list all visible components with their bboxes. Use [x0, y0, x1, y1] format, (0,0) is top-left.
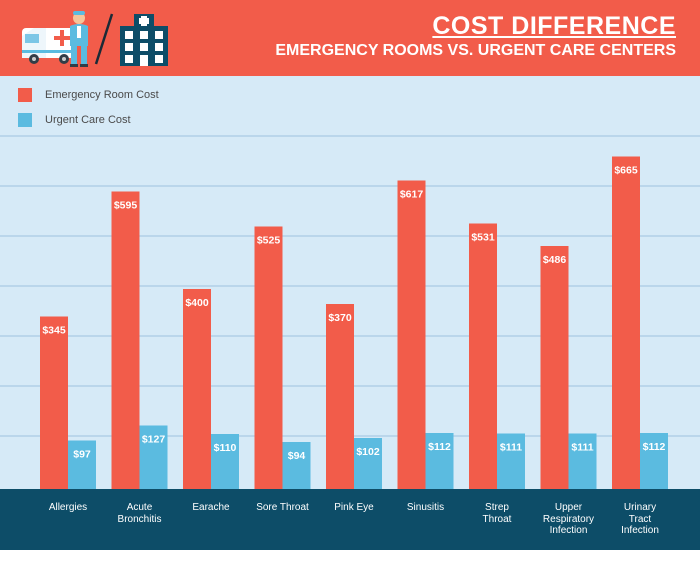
data-label-uc: $111	[571, 442, 593, 454]
bar-er	[326, 304, 354, 489]
doctor-icon	[70, 11, 88, 67]
data-label-uc: $102	[356, 446, 380, 458]
chart-subtitle: EMERGENCY ROOMS VS. URGENT CARE CENTERS	[275, 42, 676, 59]
category-label: Sinusitis	[386, 502, 466, 514]
data-label-uc: $97	[73, 449, 91, 461]
data-label-er: $345	[42, 325, 66, 337]
hospital-icon	[120, 14, 168, 66]
category-label-line: Acute	[126, 502, 153, 513]
data-label-er: $525	[257, 235, 281, 247]
category-label-line: Sore Throat	[256, 502, 309, 513]
bar-er	[111, 191, 140, 489]
header-illustration	[22, 11, 168, 67]
data-label-uc: $112	[643, 441, 666, 453]
legend-label-er: Emergency Room Cost	[45, 89, 159, 101]
bar-er	[612, 156, 640, 489]
bar-er	[540, 246, 569, 489]
data-label-er: $486	[543, 254, 567, 266]
data-label-er: $595	[114, 200, 138, 212]
category-label: Acute Bronchitis	[100, 502, 180, 525]
bar-uc	[497, 433, 525, 489]
category-label: Earache	[171, 502, 251, 514]
plot-area: $345 $97 $595 $127 $400 $110 $525 $94 $370 $102 $6…	[0, 76, 700, 489]
bar-er	[40, 316, 68, 489]
ambulance-icon	[22, 28, 76, 64]
bar-uc	[640, 433, 668, 489]
category-label-line: Sinusitis	[406, 502, 445, 513]
bar-uc	[211, 434, 239, 489]
data-label-uc: $110	[214, 442, 237, 454]
category-axis-band: Allergies Acute Bronchitis Earache Sore Thro…	[0, 489, 700, 550]
category-label-line: Allergies	[48, 502, 88, 513]
bar-uc	[68, 440, 96, 489]
data-label-er: $370	[328, 312, 352, 324]
data-label-er: $665	[614, 165, 638, 177]
header-banner: COST DIFFERENCE EMERGENCY ROOMS VS. URGE…	[0, 0, 700, 76]
bottom-strip	[0, 550, 700, 565]
category-label: Upper Respiratory Infection	[529, 502, 609, 537]
category-label-line: Urinary	[623, 502, 657, 513]
data-label-er: $400	[185, 297, 209, 309]
bar-er	[397, 180, 426, 489]
category-label-line: Pink Eye	[334, 502, 374, 513]
bar-uc	[568, 433, 597, 489]
legend-swatch-uc	[18, 113, 32, 127]
bar-er	[469, 223, 497, 489]
bar-uc	[139, 425, 168, 489]
data-label-uc: $111	[500, 442, 522, 454]
category-label-line: Tract	[628, 513, 652, 525]
category-label-line: Infection	[549, 525, 588, 536]
category-label-line: Throat	[482, 513, 512, 525]
bar-chart: $345 $97 $595 $127 $400 $110 $525 $94 $370 $102 $6…	[0, 135, 700, 489]
divider-slash	[94, 13, 114, 65]
bar-uc	[425, 433, 454, 489]
legend-swatch-er	[18, 88, 32, 102]
chart-title: COST DIFFERENCE	[432, 12, 676, 40]
category-label: Strep Throat	[457, 502, 537, 525]
bar-er	[254, 226, 283, 489]
category-label-line: Strep	[485, 502, 509, 513]
category-label: Sore Throat	[243, 502, 323, 514]
category-label: Pink Eye	[314, 502, 394, 514]
data-label-uc: $127	[142, 434, 166, 446]
category-label: Urinary Tract Infection	[600, 502, 680, 537]
data-label-uc: $94	[288, 450, 306, 462]
category-label-line: Upper	[554, 502, 583, 513]
data-label-uc: $112	[428, 441, 451, 453]
category-label-line: Respiratory	[542, 513, 595, 525]
category-label-line: Bronchitis	[117, 513, 162, 525]
bar-uc	[354, 438, 382, 489]
data-label-er: $531	[471, 232, 495, 244]
category-label-line: Earache	[192, 502, 230, 513]
category-label-line: Infection	[621, 525, 659, 536]
legend-label-uc: Urgent Care Cost	[45, 114, 131, 126]
data-label-er: $617	[400, 189, 424, 201]
category-label: Allergies	[28, 502, 108, 514]
bar-er	[183, 289, 211, 489]
bar-uc	[282, 442, 311, 489]
